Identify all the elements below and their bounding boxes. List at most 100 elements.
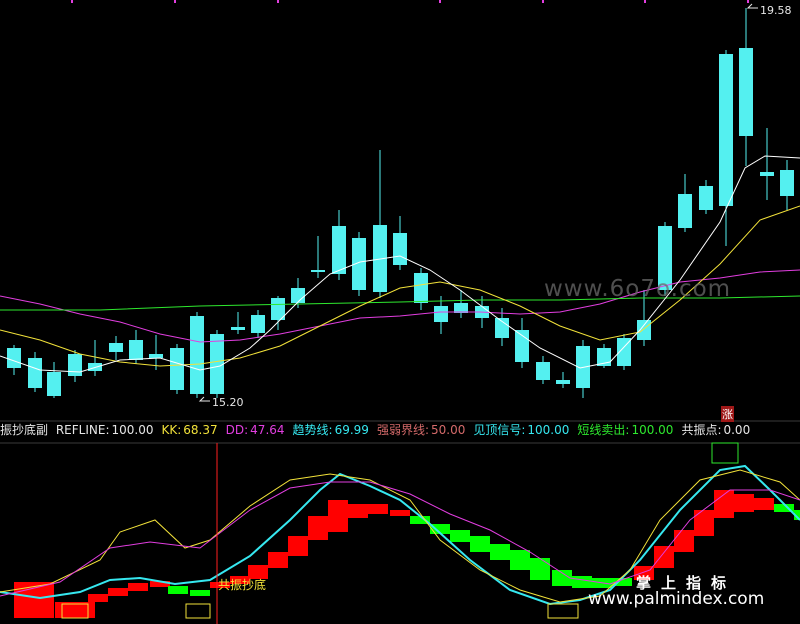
candle-body-down bbox=[332, 226, 346, 274]
candle-body-down bbox=[109, 343, 123, 352]
rising-block bbox=[268, 552, 288, 568]
candle-body-down bbox=[414, 273, 428, 303]
rising-block bbox=[210, 582, 230, 588]
legend-item-label: 强弱界线: bbox=[376, 423, 429, 437]
candle-body-down bbox=[129, 340, 143, 360]
candle-body-down bbox=[678, 194, 692, 228]
candle-body-down bbox=[291, 288, 305, 303]
watermark-site: www.6o7o.com bbox=[544, 276, 732, 302]
legend-item-value: 69.99 bbox=[334, 423, 369, 437]
ma5-line bbox=[0, 155, 800, 373]
price-low-label: 15.20 bbox=[212, 396, 244, 409]
legend-item-value: 100.00 bbox=[527, 423, 570, 437]
top-marker-dot bbox=[71, 0, 73, 3]
ma60-line bbox=[0, 295, 800, 311]
legend-item: REFLINE: 100.00 bbox=[56, 423, 158, 437]
legend-item: 短线卖出: 100.00 bbox=[577, 423, 677, 437]
legend-item-label: 共振点: bbox=[681, 423, 722, 437]
legend-item: 强弱界线: 50.00 bbox=[377, 423, 469, 437]
falling-block bbox=[450, 530, 470, 542]
candle-body-down bbox=[597, 348, 611, 366]
bottom-signal-box bbox=[547, 603, 579, 619]
candle-body-down bbox=[170, 348, 184, 390]
legend-item: 趋势线: 69.99 bbox=[293, 423, 373, 437]
rising-block bbox=[328, 500, 348, 532]
falling-block bbox=[510, 550, 530, 570]
legend-item-label: 见顶信号: bbox=[473, 423, 526, 437]
legend-item: KK: 68.37 bbox=[162, 423, 222, 437]
legend-item: 共振点: 0.00 bbox=[681, 423, 754, 437]
legend-item-label: 趋势线: bbox=[292, 423, 333, 437]
rising-block bbox=[308, 516, 328, 540]
candle-body-down bbox=[149, 354, 163, 358]
indicator-values: REFLINE: 100.00 KK: 68.37 DD: 47.64 趋势线: 69.99 强… bbox=[56, 423, 758, 437]
candle-body-down bbox=[719, 54, 733, 206]
legend-item-value: 0.00 bbox=[723, 423, 751, 437]
dd-line bbox=[0, 481, 800, 597]
rising-block bbox=[348, 504, 368, 518]
candle-body-down bbox=[617, 338, 631, 366]
candle-body-down bbox=[393, 233, 407, 265]
candle-body-down bbox=[210, 334, 224, 394]
candle-body-down bbox=[739, 48, 753, 136]
price-high-label: 19.58 bbox=[760, 4, 792, 17]
rising-block bbox=[55, 602, 95, 618]
top-marker-dot bbox=[277, 0, 279, 3]
legend-item-value: 68.37 bbox=[183, 423, 218, 437]
kk-line bbox=[0, 469, 800, 603]
candle-body-down bbox=[454, 303, 468, 313]
top-marker-dot bbox=[747, 0, 749, 3]
candle-body-down bbox=[271, 298, 285, 320]
candle-body-down bbox=[658, 226, 672, 290]
falling-block bbox=[794, 510, 800, 520]
falling-block bbox=[490, 544, 510, 560]
legend-item-value: 50.00 bbox=[430, 423, 466, 437]
falling-block bbox=[530, 558, 550, 580]
candle-body-down bbox=[556, 380, 570, 384]
legend-item-value: 47.64 bbox=[250, 423, 285, 437]
rising-block bbox=[754, 498, 774, 510]
falling-block bbox=[168, 586, 188, 594]
legend-item-label: KK: bbox=[161, 423, 182, 437]
watermark-url: www.palmindex.com bbox=[588, 589, 765, 609]
high-price-arrow bbox=[746, 3, 758, 9]
top-marker-dot bbox=[439, 0, 441, 3]
rising-block bbox=[230, 576, 250, 584]
candle-body-down bbox=[637, 320, 651, 340]
resonance-signal-label: 共振抄底 bbox=[218, 578, 267, 592]
bottom-signal-box bbox=[185, 603, 211, 619]
candle-body-down bbox=[28, 358, 42, 388]
falling-block bbox=[430, 524, 450, 534]
indicator-legend: 振抄底副 REFLINE: 100.00 KK: 68.37 DD: 47.64 趋势线: 6… bbox=[0, 421, 800, 439]
candle-body-down bbox=[311, 270, 325, 272]
candle-body-down bbox=[434, 306, 448, 322]
falling-block bbox=[410, 516, 430, 524]
rising-block bbox=[634, 566, 654, 580]
candle-body-down bbox=[190, 316, 204, 394]
rising-block bbox=[714, 490, 734, 518]
rise-badge: 涨 bbox=[721, 406, 734, 422]
rising-block bbox=[108, 588, 128, 596]
top-marker-dot bbox=[542, 0, 544, 3]
falling-block bbox=[612, 578, 632, 586]
bottom-signal-box bbox=[61, 603, 89, 619]
rising-block bbox=[734, 494, 754, 512]
legend-item-value: 100.00 bbox=[631, 423, 674, 437]
rising-block bbox=[14, 582, 54, 618]
ma20-line bbox=[0, 269, 800, 343]
legend-item: DD: 47.64 bbox=[226, 423, 289, 437]
rising-block bbox=[390, 510, 410, 516]
falling-block bbox=[552, 570, 572, 586]
falling-block bbox=[470, 536, 490, 552]
top-signal-box bbox=[711, 442, 739, 464]
candle-body-down bbox=[495, 318, 509, 338]
indicator-name: 振抄底副 bbox=[0, 423, 49, 437]
falling-block bbox=[572, 576, 592, 588]
rising-block bbox=[88, 594, 108, 602]
falling-block bbox=[774, 504, 794, 512]
rising-block bbox=[368, 504, 388, 514]
candle-body-down bbox=[47, 372, 61, 396]
candle-body-down bbox=[231, 327, 245, 330]
legend-item-value: 100.00 bbox=[111, 423, 154, 437]
